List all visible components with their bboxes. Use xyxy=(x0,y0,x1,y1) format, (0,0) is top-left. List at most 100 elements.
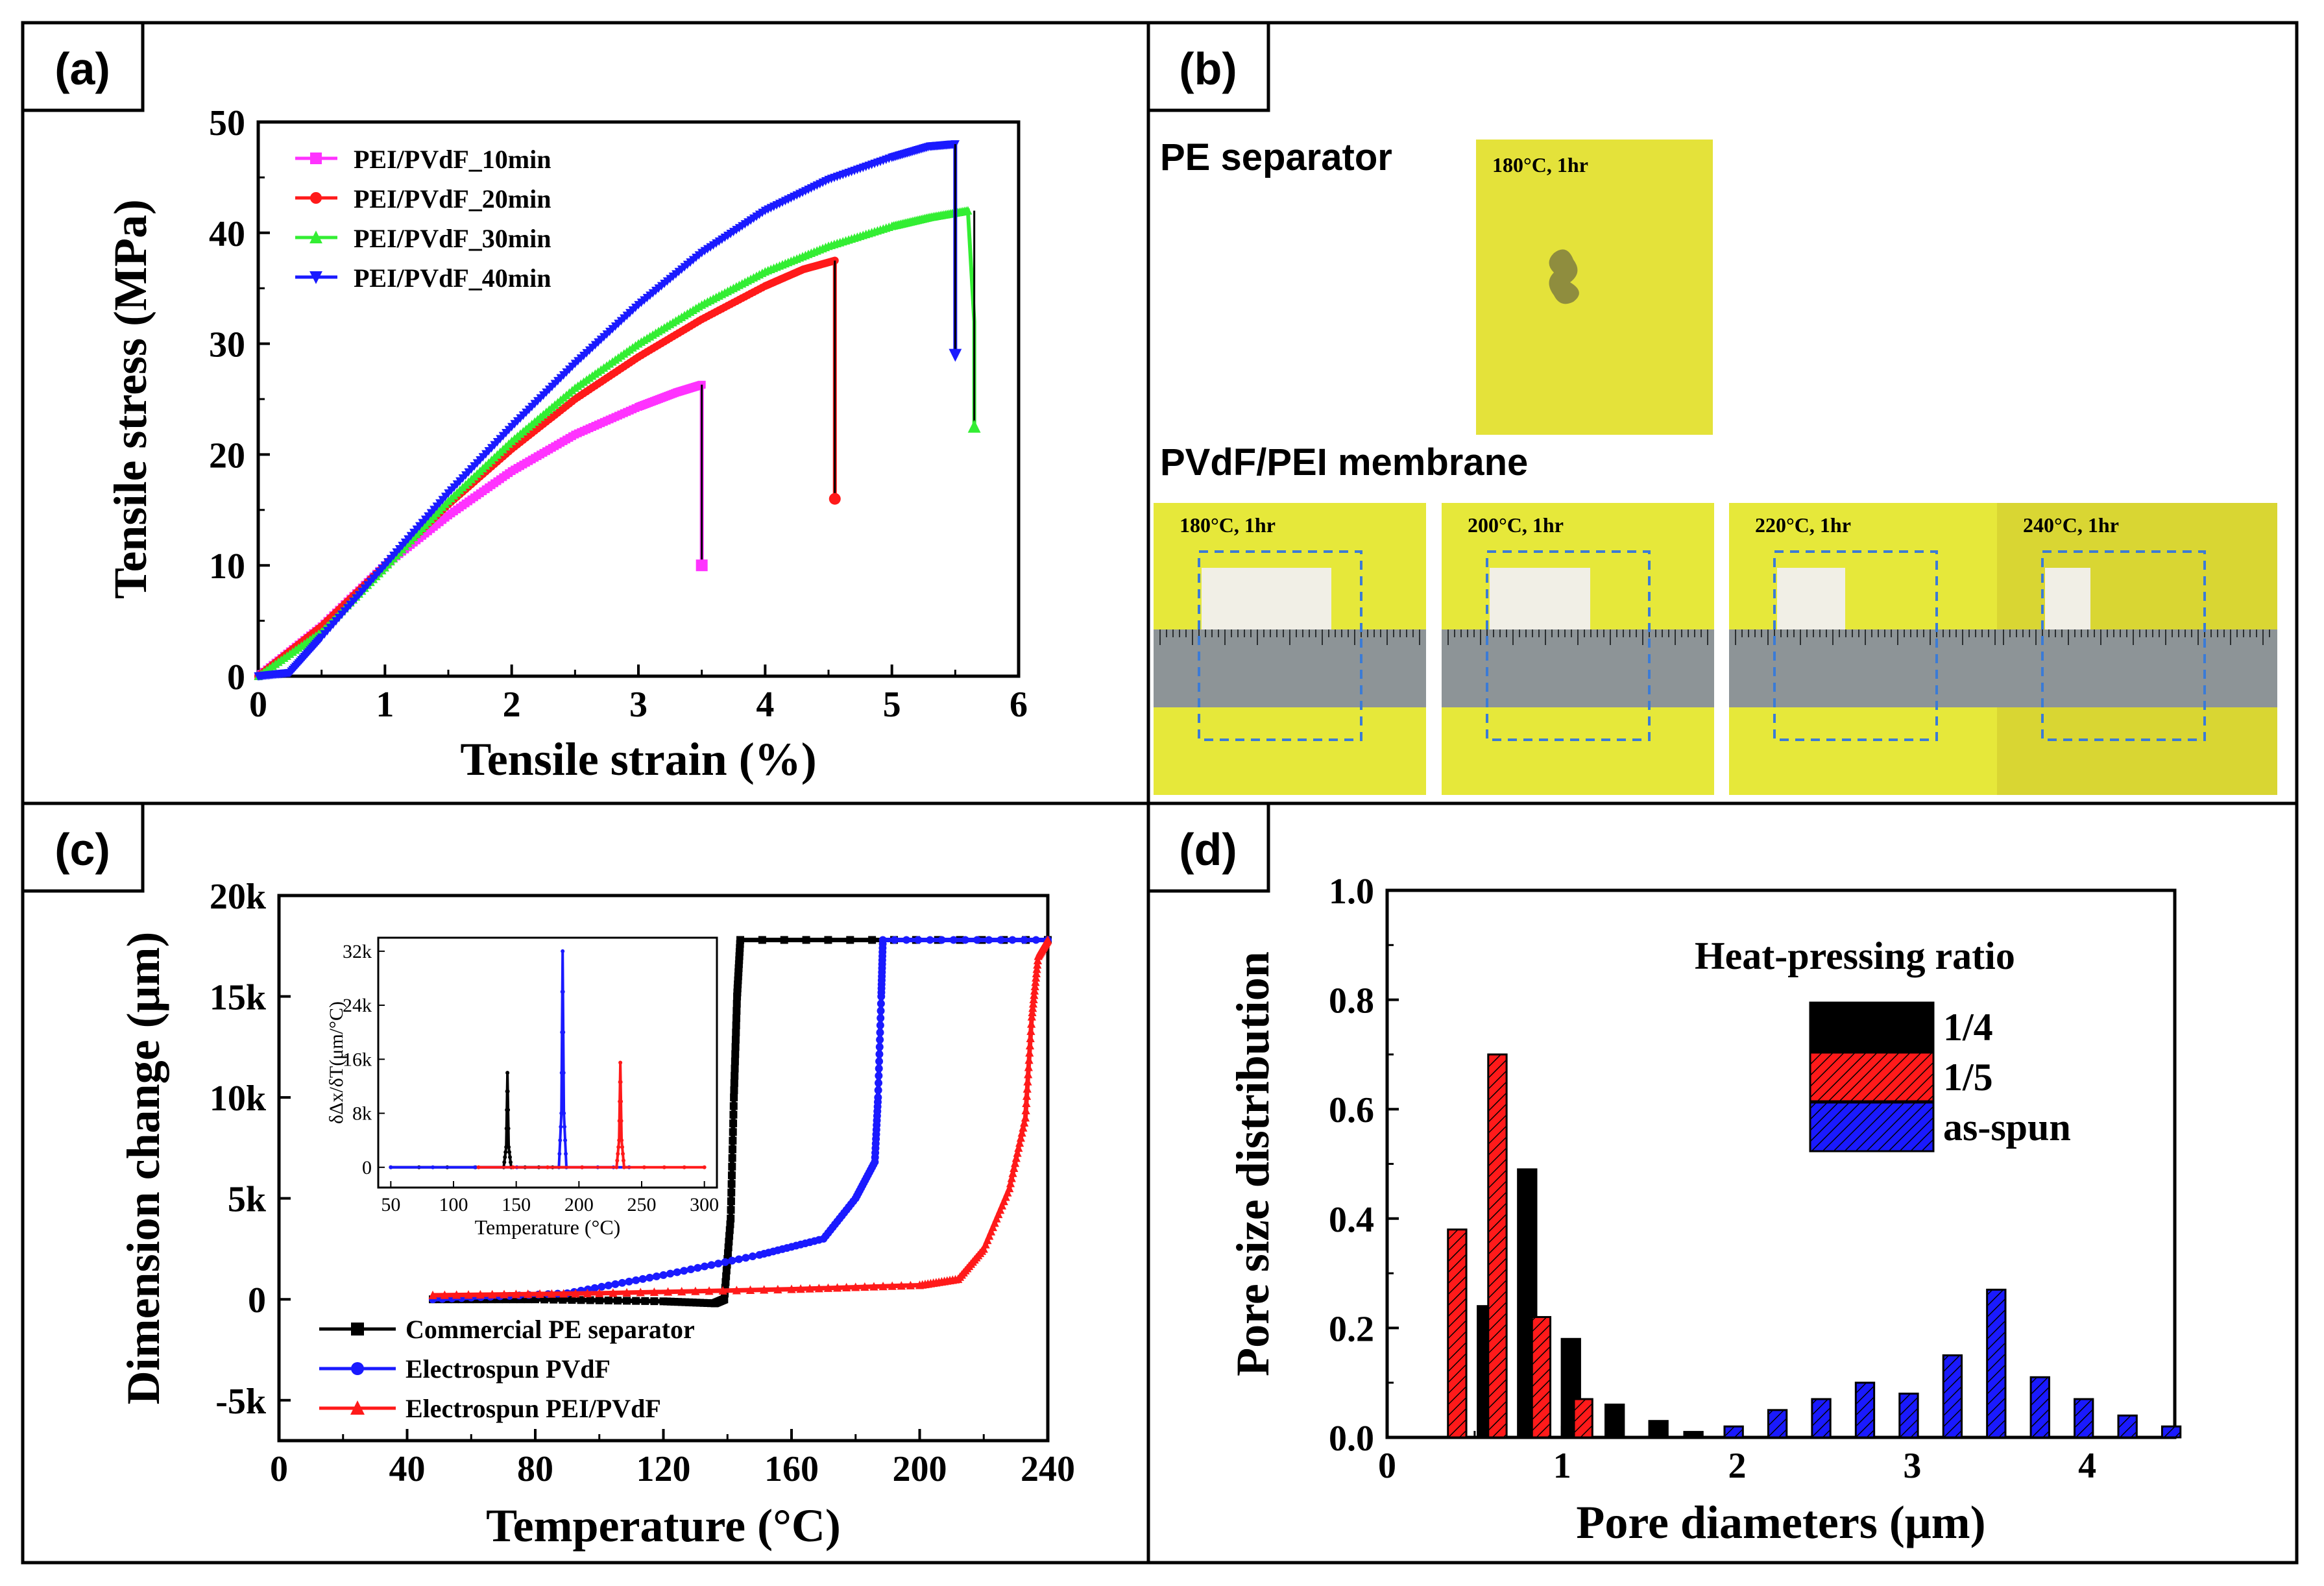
chart-a-break-point xyxy=(829,493,841,505)
chart-c-series-point xyxy=(1033,960,1042,969)
chart-c-series-point xyxy=(727,1206,735,1214)
chart-c-series-point xyxy=(1008,1168,1017,1177)
chart-c-series-point xyxy=(990,1218,999,1227)
chart-c-series-point xyxy=(1007,1173,1016,1182)
chart-d-ytick-label: 0.2 xyxy=(1329,1309,1374,1349)
panel-label-b: (b) xyxy=(1146,21,1270,112)
chart-c-series-point xyxy=(1027,1019,1036,1028)
chart-c-inset-series-point xyxy=(618,1060,623,1065)
chart-a-ytick-label: 50 xyxy=(209,103,245,143)
chart-c-series-point xyxy=(1028,999,1038,1008)
chart-c-series-point xyxy=(652,1272,660,1280)
chart-d-bar xyxy=(1447,1228,1468,1439)
chart-a-break-point xyxy=(949,348,962,362)
chart-c-series-point xyxy=(731,1043,740,1051)
chart-c-xtick-label: 0 xyxy=(270,1449,288,1489)
chart-c-series-point xyxy=(796,1284,805,1293)
chart-c-series-point xyxy=(949,936,958,944)
chart-c-series-point xyxy=(1022,1098,1031,1107)
chart-c-series-point xyxy=(997,1201,1007,1210)
chart-c-series-point xyxy=(511,1289,520,1299)
chart-c-series-point xyxy=(440,1290,449,1299)
chart-c-legend-marker xyxy=(351,1362,364,1375)
chart-c-series-point xyxy=(1030,986,1039,995)
chart-c-inset-ytick-label: 32k xyxy=(343,941,372,962)
chart-c-series-point xyxy=(604,1297,612,1304)
chart-c-series-point xyxy=(673,1268,681,1276)
chart-a-tensile: 0 1 2 3 4 5 6 0 10 20 30 40 50 Tensile strain (%) Tens… xyxy=(104,103,1028,785)
chart-c-series-point xyxy=(874,1093,882,1102)
chart-c-inset-series-point xyxy=(621,1151,625,1156)
chart-c-inset-series-point xyxy=(476,1165,481,1169)
chart-d-legend-label: 1/4 xyxy=(1943,1006,1993,1049)
chart-d-ylabel: Pore size distribution xyxy=(1227,951,1279,1376)
dashed-outline xyxy=(1773,550,1938,741)
chart-c-series-point xyxy=(1031,977,1040,986)
chart-c-series-point xyxy=(875,1050,884,1058)
chart-c-ytick-label: 20k xyxy=(210,877,267,917)
chart-d-legend-title: Heat-pressing ratio xyxy=(1695,934,2015,977)
chart-c-series-point xyxy=(595,1288,604,1297)
chart-c-series-point xyxy=(1011,1153,1021,1162)
chart-d-bar xyxy=(1986,1288,2007,1439)
chart-c-series-point xyxy=(730,1079,738,1087)
chart-a-legend-marker xyxy=(310,152,322,164)
chart-c-series-point xyxy=(731,1064,739,1073)
melted-spot xyxy=(1549,249,1579,304)
chart-d-bar xyxy=(1942,1354,1963,1439)
chart-c-series-point xyxy=(728,1256,736,1265)
chart-c-inset-series-point xyxy=(506,1108,511,1112)
chart-c-series-point xyxy=(985,1231,994,1240)
chart-c-series-point xyxy=(1027,1012,1036,1021)
chart-c-series-point xyxy=(780,936,788,944)
chart-c-inset-series-point xyxy=(682,1165,686,1169)
chart-c-inset-series-point xyxy=(580,1165,585,1169)
chart-c-inset-series-point xyxy=(505,1089,510,1093)
chart-c-xtick-label: 40 xyxy=(389,1449,426,1489)
chart-c-series-point xyxy=(875,1043,884,1051)
chart-c-series-point xyxy=(823,1283,833,1292)
chart-d-bar xyxy=(1573,1398,1593,1439)
chart-c-series-point xyxy=(613,1297,622,1305)
chart-d-bar xyxy=(1487,1053,1508,1439)
chart-c-series-point xyxy=(749,1252,757,1260)
chart-c-series-point xyxy=(730,1093,738,1102)
chart-c-series-point xyxy=(732,1006,741,1015)
chart-c-ylabel: Dimension change (μm) xyxy=(117,932,169,1405)
chart-c-inset-series-point xyxy=(616,1151,620,1156)
chart-c-inset-series-point xyxy=(561,1071,566,1075)
chart-c-series-point xyxy=(994,1209,1003,1219)
chart-c-xlabel: Temperature (°C) xyxy=(486,1500,841,1552)
chart-c-series-point xyxy=(875,1057,884,1066)
chart-c-inset-series-point xyxy=(503,1150,508,1154)
chart-c-inset-series-point xyxy=(472,1165,477,1169)
chart-c-series-point xyxy=(878,1282,888,1291)
chart-c-series-point xyxy=(1021,1105,1030,1115)
chart-c-series-point xyxy=(727,1188,736,1197)
chart-c-series-3 xyxy=(428,935,1052,1299)
chart-c-series-point xyxy=(500,1289,509,1299)
chart-c-series-point xyxy=(727,1214,735,1223)
pe-separator-title: PE separator xyxy=(1160,136,1392,178)
chart-c-inset-series-point xyxy=(546,1165,550,1169)
chart-c-series-point xyxy=(707,1261,716,1269)
chart-a-ytick-label: 10 xyxy=(209,546,245,587)
chart-c-series-point xyxy=(773,1284,782,1294)
membrane-photo-3: 220°C, 1hr xyxy=(1729,503,2002,795)
chart-c-series-point xyxy=(1013,1148,1022,1157)
chart-c-series-point xyxy=(732,999,741,1008)
chart-a-legend-label: PEI/PVdF_10min xyxy=(354,145,551,174)
chart-c-series-point xyxy=(1030,981,1039,990)
chart-a-ytick-label: 30 xyxy=(209,325,245,365)
chart-c-inset-series-point xyxy=(558,1138,563,1143)
chart-c-series-point xyxy=(875,1071,883,1080)
chart-c-inset-series-point xyxy=(511,1165,515,1169)
chart-c-series-point xyxy=(623,1297,631,1305)
chart-c-series-point xyxy=(906,1280,915,1289)
chart-c-inset-series-point xyxy=(561,1030,566,1034)
chart-c-inset-series-point xyxy=(564,1151,568,1156)
membrane-photo-2: 200°C, 1hr xyxy=(1442,503,1714,795)
chart-c-series-point xyxy=(758,936,766,944)
membrane-photo-1: 180°C, 1hr xyxy=(1154,503,1426,795)
